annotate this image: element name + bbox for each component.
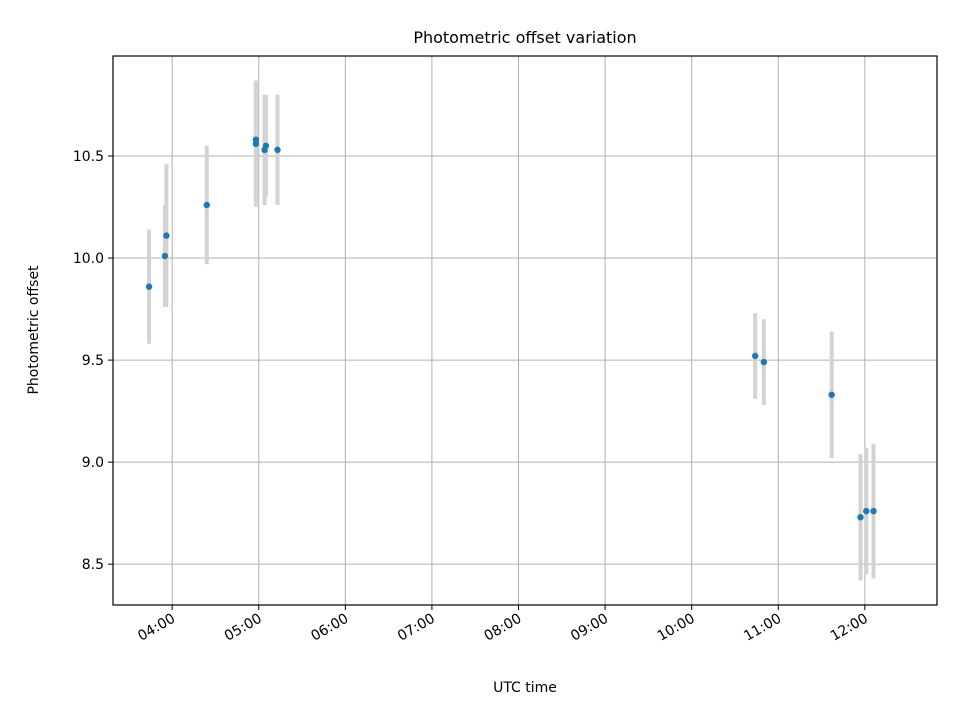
data-point bbox=[863, 507, 870, 515]
data-points bbox=[145, 136, 877, 521]
chart-title: Photometric offset variation bbox=[413, 28, 636, 47]
data-point bbox=[760, 358, 768, 366]
data-point bbox=[751, 352, 759, 360]
data-point bbox=[828, 391, 835, 398]
y-tick-label: 9.0 bbox=[82, 455, 104, 471]
data-point bbox=[262, 142, 270, 149]
y-tick-label: 9.5 bbox=[82, 353, 104, 369]
x-axis-label: UTC time bbox=[493, 680, 557, 696]
data-point bbox=[857, 514, 864, 521]
y-axis: 8.5 9.0 9.5 10.0 10.5 bbox=[73, 149, 113, 573]
data-point bbox=[252, 140, 260, 147]
y-axis-label: Photometric offset bbox=[26, 265, 42, 395]
data-point bbox=[203, 201, 211, 209]
data-point bbox=[274, 146, 281, 154]
data-point bbox=[870, 507, 877, 515]
y-tick-label: 10.0 bbox=[73, 251, 104, 267]
data-point bbox=[145, 283, 153, 290]
y-tick-label: 10.5 bbox=[73, 149, 104, 165]
grid bbox=[113, 56, 937, 605]
plot-frame bbox=[112, 55, 938, 606]
y-tick-label: 8.5 bbox=[82, 557, 104, 573]
data-point bbox=[161, 252, 169, 260]
data-point bbox=[163, 232, 170, 239]
